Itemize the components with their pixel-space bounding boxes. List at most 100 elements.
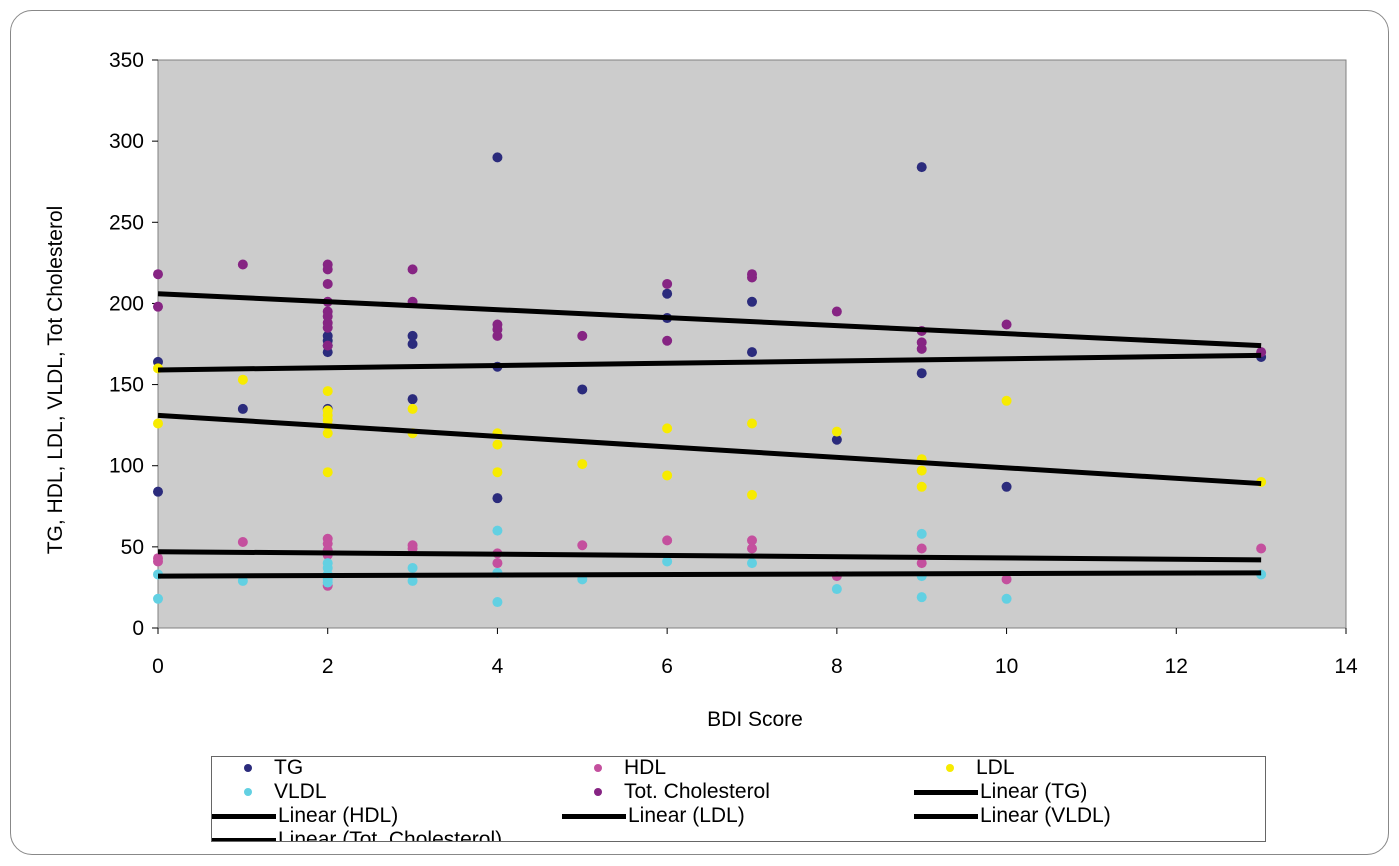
data-point-ldl [322,467,333,478]
data-point-hdl [153,556,163,567]
data-point-tot-cholesterol [153,301,163,312]
x-tick-label: 14 [1334,655,1358,678]
data-point-hdl [407,543,418,554]
data-point-ldl [1001,395,1012,406]
data-point-tot-cholesterol [322,278,333,289]
data-point-tg [747,347,757,358]
data-point-hdl [237,536,248,547]
data-point-hdl [492,558,503,569]
data-point-tg [492,493,503,504]
data-point-vldl [492,597,503,608]
data-point-ldl [662,470,673,481]
x-tick-label: 2 [322,655,334,678]
trendline [157,412,1262,487]
data-point-tot-cholesterol [322,322,333,333]
data-point-hdl [916,543,927,554]
data-point-tg [237,403,248,414]
legend-entry: LDL [914,756,1015,780]
x-tick-label: 6 [661,655,673,678]
data-point-tot-cholesterol [237,259,248,270]
data-point-hdl [662,535,673,546]
chart-frame [10,10,1389,855]
data-point-ldl [237,374,248,385]
data-point-vldl [1001,593,1012,604]
trendline [157,352,1262,373]
legend-marker-icon [594,788,602,797]
data-point-ldl [916,465,927,476]
data-point-tot-cholesterol [747,272,757,283]
legend-entry: HDL [562,756,667,780]
data-point-vldl [322,577,333,588]
legend-label: Tot. Cholesterol [624,780,770,803]
x-tick-label: 10 [995,655,1018,678]
trendline [157,570,1262,579]
data-point-tot-cholesterol [492,330,503,341]
legend-entry: Linear (TG) [914,780,1087,804]
legend-entry: Linear (LDL) [562,804,745,828]
legend-marker-icon [244,788,252,797]
x-tick-label: 4 [492,655,504,678]
data-point-tg [916,368,927,379]
data-point-hdl [1001,574,1012,585]
data-point-ldl [747,489,757,500]
data-point-tg [492,152,503,163]
y-axis-label: TG, HDL, LDL, VLDL, Tot Cholesterol [44,206,67,555]
data-point-vldl [916,592,927,603]
plot-area [157,59,1347,629]
data-point-hdl [916,558,927,569]
x-axis-label: BDI Score [707,708,803,731]
data-point-hdl [577,540,588,551]
legend-line-icon [562,813,626,819]
data-point-tot-cholesterol [662,335,673,346]
data-point-hdl [747,535,757,546]
legend-line-icon [212,837,276,841]
data-point-tot-cholesterol [831,306,842,317]
data-point-tot-cholesterol [916,343,927,354]
data-point-tg [747,296,757,307]
legend-line-icon [212,813,276,819]
data-point-tg [407,330,418,341]
legend-entry: VLDL [212,780,327,804]
legend-label: Linear (LDL) [628,804,745,827]
y-tick-label: 100 [109,455,144,478]
y-tick-label: 200 [109,292,144,315]
data-point-ldl [492,467,503,478]
data-point-tg [1001,481,1012,492]
legend-entry: Linear (HDL) [212,804,398,828]
data-point-ldl [153,418,163,429]
data-point-ldl [747,418,757,429]
trendline [157,549,1262,563]
data-point-tg [153,486,163,497]
legend: TG HDL LDL VLDL Tot. Cholesterol Linear (TG) L… [211,756,1266,842]
x-tick-label: 8 [831,655,843,678]
data-point-ldl [322,428,333,439]
legend-marker-icon [594,764,602,773]
legend-label: Linear (TG) [980,780,1088,803]
legend-label: LDL [976,756,1015,779]
legend-line-icon [914,789,978,795]
data-point-vldl [916,528,927,539]
data-point-tg [577,384,588,395]
legend-entry: Linear (VLDL) [914,804,1111,828]
data-point-vldl [407,575,418,586]
trendline [157,291,1262,349]
data-point-tot-cholesterol [577,330,588,341]
data-point-hdl [747,543,757,554]
y-tick-label: 50 [121,536,144,559]
legend-label: HDL [624,756,667,779]
data-point-ldl [577,459,588,470]
data-point-vldl [747,558,757,569]
data-point-ldl [662,423,673,434]
data-point-vldl [831,584,842,595]
data-point-vldl [662,556,673,567]
y-tick-label: 250 [109,211,144,234]
legend-entry: Tot. Cholesterol [562,780,770,804]
legend-label: Linear (VLDL) [980,804,1111,827]
legend-line-icon [914,813,978,819]
data-point-hdl [1256,543,1267,554]
data-point-tg [831,434,842,445]
data-point-vldl [237,575,248,586]
y-tick-label: 0 [132,617,144,640]
data-point-tg [916,162,927,173]
data-point-tot-cholesterol [407,264,418,275]
